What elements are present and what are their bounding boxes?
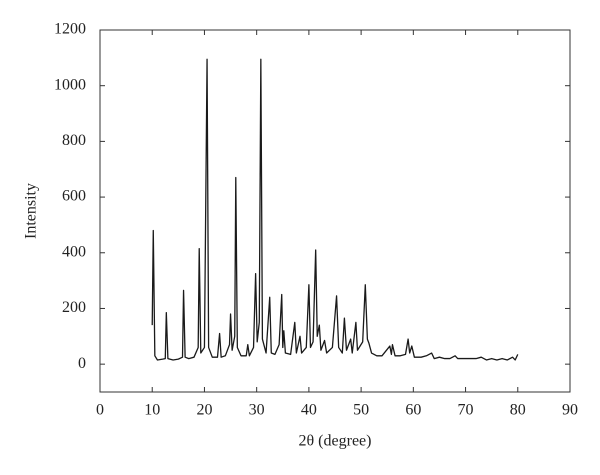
x-tick-label: 70	[458, 402, 474, 419]
x-tick-label: 30	[249, 402, 265, 419]
y-tick-label: 600	[62, 188, 86, 205]
x-tick-label: 40	[301, 402, 317, 419]
y-tick-label: 800	[62, 132, 86, 149]
x-axis-label: 2θ (degree)	[299, 433, 372, 450]
x-tick-label: 90	[562, 402, 578, 419]
y-tick-label: 0	[78, 355, 86, 372]
y-axis-label: Intensity	[23, 183, 40, 239]
x-tick-label: 10	[144, 402, 160, 419]
y-tick-label: 400	[62, 243, 86, 260]
y-tick-label: 1200	[54, 21, 86, 38]
x-tick-label: 50	[353, 402, 369, 419]
x-tick-label: 0	[96, 402, 104, 419]
plot-frame	[99, 29, 571, 393]
x-tick-label: 80	[510, 402, 526, 419]
data-line	[151, 58, 519, 361]
y-tick-label: 1000	[54, 76, 86, 93]
x-tick-label: 20	[196, 402, 212, 419]
y-tick-label: 200	[62, 299, 86, 316]
x-tick-label: 60	[405, 402, 421, 419]
